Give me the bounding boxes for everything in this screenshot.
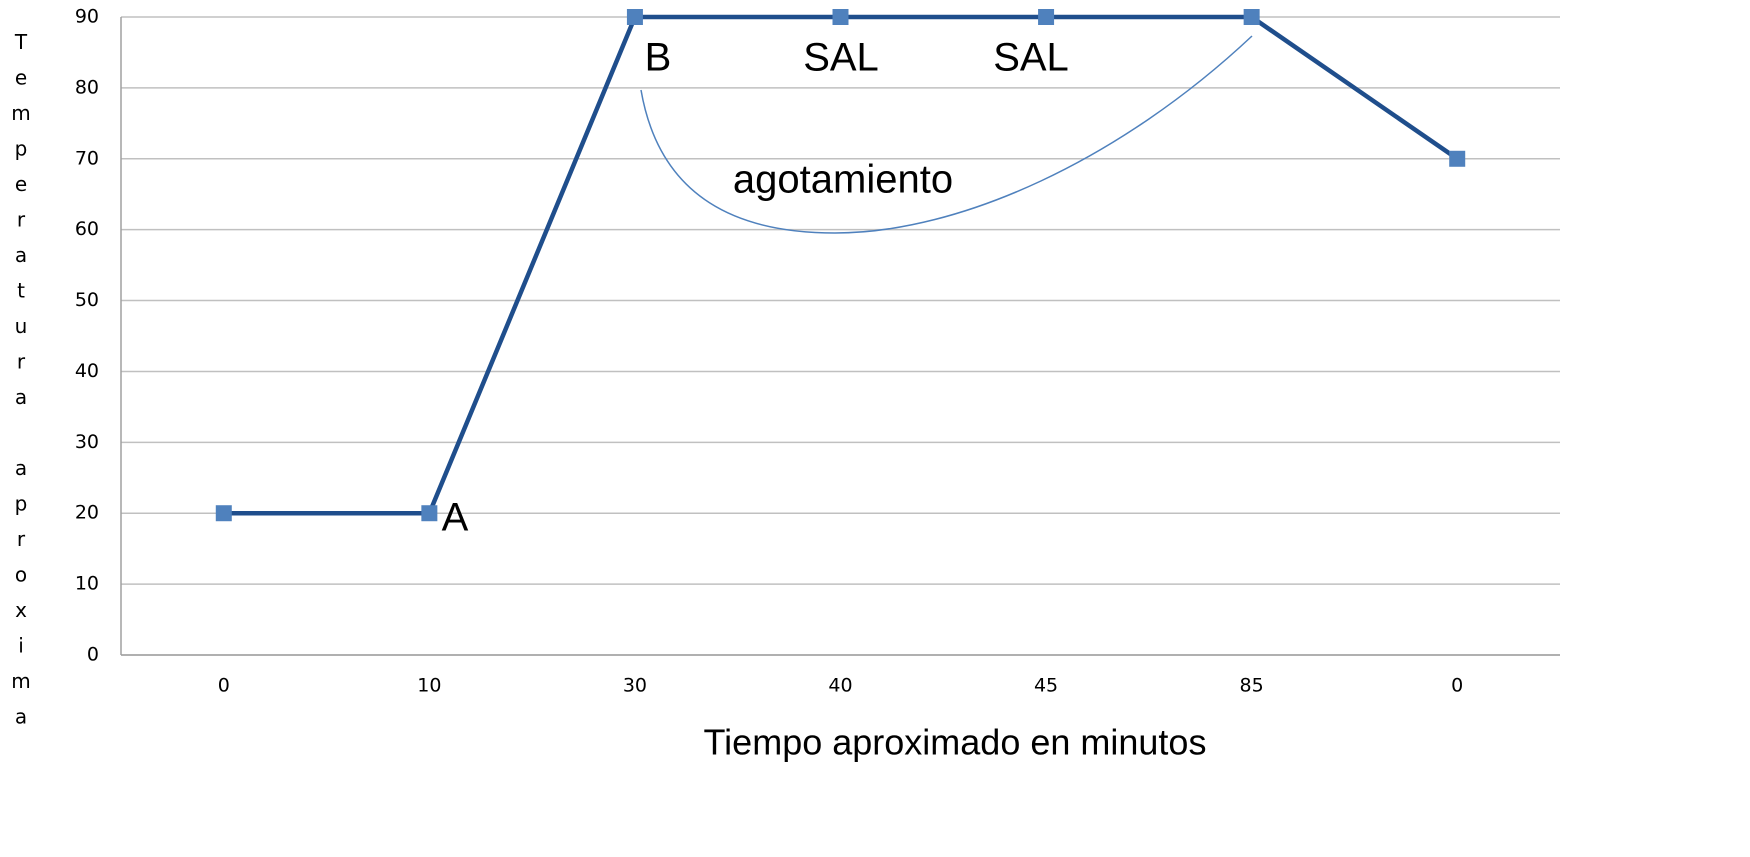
annotation: SAL [803, 36, 879, 80]
annotation-curve [640, 35, 1253, 234]
x-tick-label: 10 [417, 675, 441, 697]
y-tick-label: 40 [75, 360, 99, 382]
y-tick-label: 30 [75, 431, 99, 453]
y-tick-label: 10 [75, 573, 99, 595]
y-axis-label: Temperatura aproxima [9, 30, 33, 740]
annotation: SAL [993, 36, 1069, 80]
annotation: B [645, 36, 672, 80]
x-tick-label: 0 [218, 675, 230, 697]
x-axis-label: Tiempo aproximado en minutos [704, 722, 1207, 763]
data-point [215, 505, 232, 522]
data-point [421, 505, 438, 522]
y-tick-label: 0 [87, 644, 99, 666]
annotation: agotamiento [733, 158, 953, 202]
data-point [832, 9, 849, 25]
y-tick-label: 70 [75, 147, 99, 169]
x-tick-label: 45 [1034, 675, 1058, 697]
y-tick-label: 90 [75, 6, 99, 28]
x-tick-label: 30 [623, 675, 647, 697]
x-tick-label: 0 [1451, 675, 1463, 697]
y-tick-label: 20 [75, 502, 99, 524]
y-tick-label: 60 [75, 218, 99, 240]
data-point [1038, 9, 1055, 25]
y-tick-label: 80 [75, 76, 99, 98]
data-line [223, 14, 1459, 516]
annotation: A [442, 496, 469, 540]
x-tick-label: 40 [828, 675, 852, 697]
data-point [626, 9, 643, 25]
y-tick-label: 50 [75, 289, 99, 311]
x-tick-label: 85 [1240, 675, 1264, 697]
data-point [1449, 150, 1466, 167]
data-point [1243, 9, 1260, 25]
